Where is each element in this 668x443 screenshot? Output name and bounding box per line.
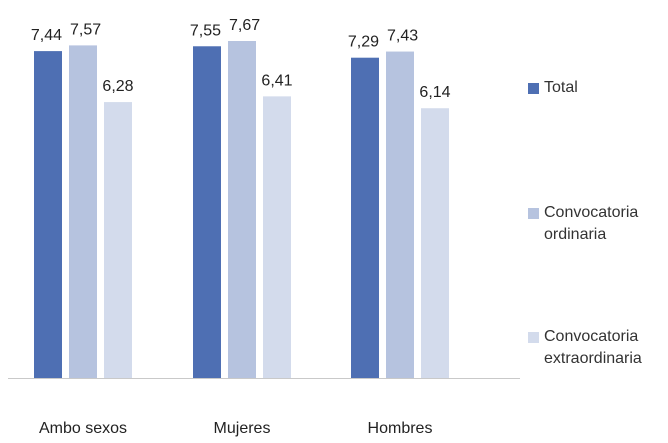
bar (193, 46, 221, 378)
category-label: Hombres (368, 420, 433, 437)
data-label: 7,43 (387, 28, 418, 45)
bar (69, 45, 97, 379)
bar (104, 102, 132, 379)
bar (34, 51, 62, 379)
legend-item-extraordinaria: Convocatoria extraordinaria (528, 326, 642, 370)
legend-swatch-ordinaria (528, 208, 539, 219)
legend-item-total: Total (528, 77, 578, 99)
data-label: 6,41 (261, 72, 292, 89)
bar (351, 57, 379, 378)
data-label: 7,29 (348, 34, 379, 51)
data-label: 6,28 (102, 78, 133, 95)
category-label: Ambo sexos (39, 420, 127, 437)
legend-label-total: Total (544, 79, 578, 96)
category-label: Mujeres (214, 420, 271, 437)
data-label: 6,14 (419, 84, 450, 101)
bar (421, 108, 449, 379)
data-label: 7,55 (190, 22, 221, 39)
legend-item-ordinaria: Convocatoria ordinaria (528, 202, 638, 246)
bar (386, 51, 414, 378)
legend-swatch-total (528, 83, 539, 94)
data-label: 7,67 (229, 17, 260, 34)
data-label: 7,57 (70, 21, 101, 38)
legend-swatch-extraordinaria (528, 332, 539, 343)
legend: Total Convocatoria ordinaria Convocatori… (528, 0, 668, 443)
legend-label-extraordinaria: Convocatoria extraordinaria (544, 328, 642, 367)
bar (228, 41, 256, 378)
legend-label-ordinaria: Convocatoria ordinaria (544, 204, 639, 243)
bar (263, 96, 291, 378)
data-label: 7,44 (31, 27, 62, 44)
